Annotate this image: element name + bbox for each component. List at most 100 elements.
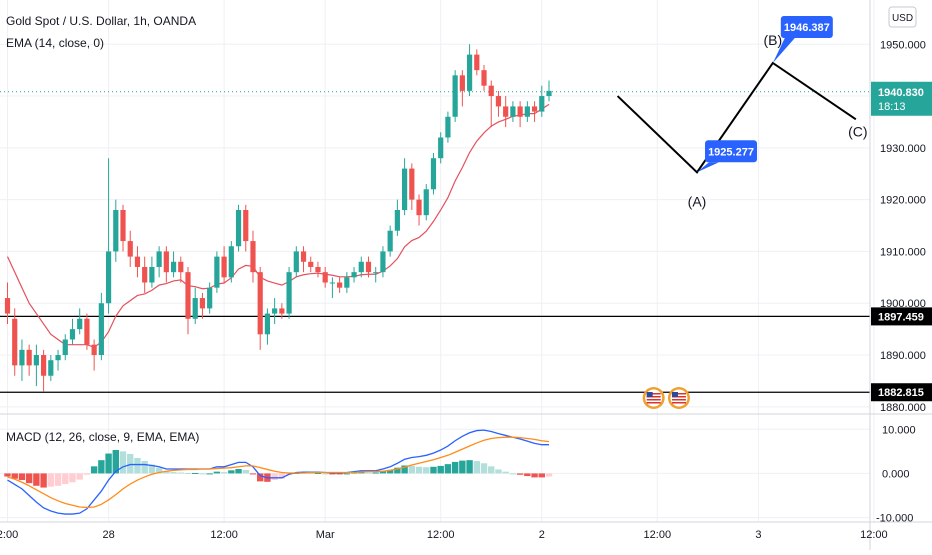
candle-body: [546, 90, 552, 97]
candle: [105, 158, 112, 314]
macd-histogram-bar: [192, 472, 199, 474]
candle: [134, 246, 141, 278]
price-tick-label: 1880.000: [880, 402, 926, 414]
macd-histogram-bar: [220, 472, 228, 474]
candle-body: [380, 251, 386, 273]
candle-body: [445, 116, 451, 138]
macd-histogram-bar: [228, 470, 235, 474]
candle-body: [466, 54, 473, 91]
ema-legend[interactable]: EMA (14, close, 0): [6, 36, 105, 50]
macd-histogram-bar: [62, 473, 69, 485]
candle-body: [495, 96, 502, 107]
candle-body: [84, 318, 90, 345]
candle: [250, 230, 256, 283]
economic-events[interactable]: [642, 387, 690, 409]
candle-body: [459, 75, 465, 91]
callout-box: [780, 15, 833, 38]
candle: [185, 266, 191, 335]
macd-histogram-bar: [336, 473, 343, 475]
candle: [387, 225, 393, 257]
candle: [235, 204, 242, 252]
macd-histogram-bar: [148, 464, 156, 474]
macd-histogram-bar: [90, 466, 98, 474]
macd-tick-label: 10.000: [882, 424, 916, 436]
wave-label[interactable]: (A): [688, 193, 707, 209]
level-badge-value: 1882.815: [878, 387, 924, 399]
callout-box: [705, 140, 758, 163]
time-tick-label: 2: [539, 529, 545, 541]
candle-body: [279, 308, 285, 314]
macd-histogram-bar: [524, 473, 531, 477]
candle: [19, 339, 25, 381]
elliott-projection[interactable]: (A) 1925.277 (B)1946.387 (C): [616, 15, 868, 209]
macd-histogram-bar: [33, 473, 40, 486]
candle: [466, 44, 473, 97]
candle: [495, 90, 502, 117]
candle: [98, 292, 104, 361]
macd-legend[interactable]: MACD (12, 26, close, 9, EMA, EMA): [6, 430, 200, 444]
macd-histogram-bar: [25, 473, 33, 484]
candle-body: [337, 282, 343, 288]
wave-label[interactable]: (B): [763, 32, 782, 48]
current-price-badge[interactable]: 1940.830 18:13: [871, 81, 932, 116]
macd-histogram-bar: [4, 473, 11, 477]
candle-body: [4, 298, 11, 314]
current-price-value: 1940.830: [878, 87, 924, 99]
chart-title[interactable]: Gold Spot / U.S. Dollar, 1h, OANDA: [6, 14, 197, 28]
macd-histogram-bar: [495, 469, 502, 474]
candle: [69, 318, 76, 345]
price-callout[interactable]: 1946.387: [772, 15, 833, 63]
candle: [373, 266, 379, 283]
wave-label[interactable]: (C): [848, 123, 867, 139]
candle-body: [77, 318, 83, 330]
candle: [474, 49, 480, 76]
candle-body: [12, 318, 18, 366]
macd-pane: [4, 429, 553, 515]
candle-body: [48, 360, 54, 376]
callout-value: 1946.387: [784, 22, 830, 34]
time-tick-label: 3: [755, 529, 761, 541]
candle: [365, 256, 372, 278]
candle: [539, 85, 545, 117]
macd-histogram-bar: [184, 472, 192, 474]
candle-body: [481, 70, 487, 86]
flag-stripe: [671, 399, 686, 401]
candle: [243, 204, 249, 252]
candle: [127, 230, 133, 267]
candle-body: [344, 277, 350, 288]
candle-body: [120, 210, 126, 242]
macd-histogram-bar: [127, 453, 134, 474]
macd-histogram-bar: [480, 463, 488, 474]
candle: [192, 287, 198, 324]
macd-histogram-bar: [155, 467, 163, 474]
candle: [394, 199, 400, 236]
currency-button[interactable]: USD: [888, 6, 917, 28]
projection-path[interactable]: [616, 61, 857, 174]
candle: [113, 199, 119, 262]
level-price-badge[interactable]: 1897.459: [871, 307, 932, 326]
candle-body: [156, 251, 162, 267]
candle-body: [322, 272, 328, 283]
candle: [329, 277, 335, 299]
us-event-icon[interactable]: [642, 387, 665, 409]
level-price-badge[interactable]: 1882.815: [871, 383, 932, 402]
candle: [409, 163, 415, 210]
us-event-icon[interactable]: [667, 387, 690, 409]
candle: [163, 246, 169, 283]
price-callout[interactable]: 1925.277: [697, 140, 758, 173]
candle-body: [26, 349, 32, 366]
candle-body: [214, 256, 220, 288]
flag-canton: [671, 392, 678, 397]
horizontal-levels[interactable]: [0, 91, 870, 393]
flag-stripe: [646, 396, 661, 398]
candle: [77, 308, 83, 335]
macd-histogram-bar: [271, 473, 278, 481]
candle-body: [149, 266, 155, 283]
macd-histogram-bar: [141, 461, 148, 474]
candle: [228, 241, 234, 283]
macd-histogram-bar: [206, 473, 213, 475]
price-tick-label: 1910.000: [880, 246, 926, 258]
candle-body: [531, 106, 538, 112]
macd-histogram-bar: [451, 461, 459, 474]
